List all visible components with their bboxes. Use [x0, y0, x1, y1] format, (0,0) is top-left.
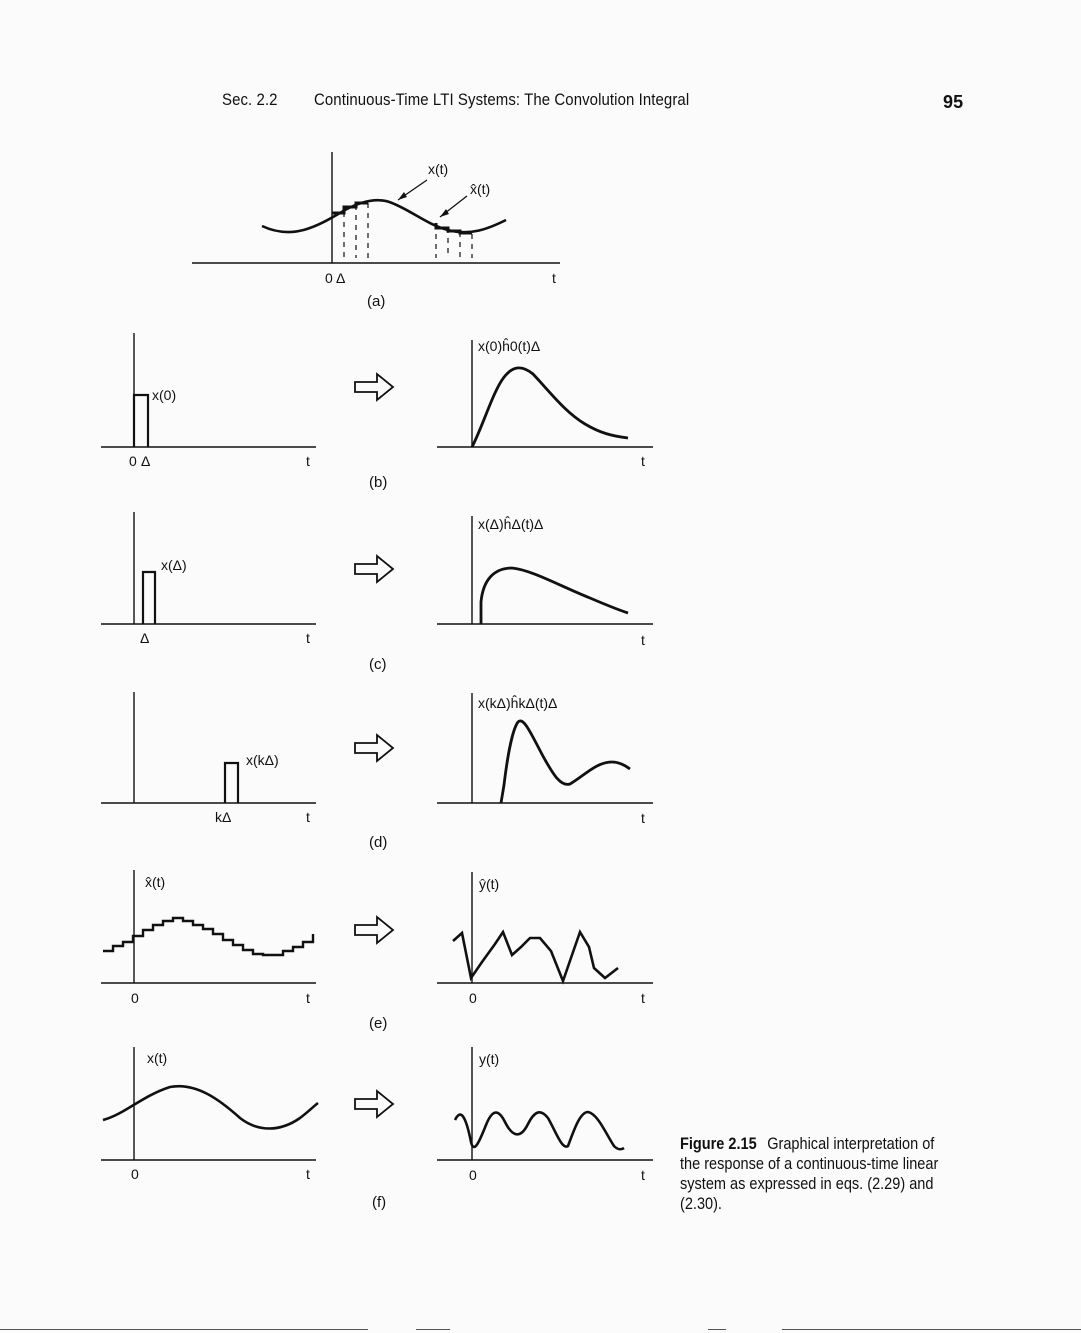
panel-e-output-origin-tick: 0 — [469, 990, 477, 1006]
panel-b-output-curve — [470, 366, 629, 448]
panel-e-origin-tick: 0 — [131, 990, 139, 1006]
panel-f: x(t) 0 t y(t) 0 t (f) — [101, 1047, 653, 1211]
panel-d-output-curve — [499, 719, 631, 804]
panel-e-output-label: ŷ(t) — [479, 876, 499, 892]
panel-b-label: (b) — [369, 474, 387, 491]
panel-d-arrow-icon — [354, 734, 394, 762]
running-head-section: Sec. 2.2 — [222, 90, 278, 109]
panel-b-origin-tick: 0 — [129, 453, 137, 469]
panel-b-delta-tick: Δ — [141, 453, 150, 469]
panel-a-origin-tick: 0 — [325, 270, 333, 286]
panel-d-output-label: x(kΔ)ĥkΔ(t)Δ — [478, 694, 557, 711]
panel-c-output-curve — [479, 566, 629, 624]
bottom-rule-left — [0, 1329, 368, 1330]
panel-e-label: (e) — [369, 1015, 387, 1032]
panel-c: x(Δ) Δ t x(Δ)ĥΔ(t)Δ t (c) — [101, 512, 653, 673]
panel-e-output-curve — [452, 928, 619, 985]
panel-f-origin-tick: 0 — [131, 1166, 139, 1182]
panel-b-t-label: t — [306, 453, 310, 469]
panel-c-input-label: x(Δ) — [161, 557, 187, 573]
panel-d: x(kΔ) kΔ t x(kΔ)ĥkΔ(t)Δ t (d) — [101, 692, 653, 851]
panel-d-kdelta-tick: kΔ — [215, 809, 231, 825]
panel-b-input-label: x(0) — [152, 387, 176, 403]
panel-d-label: (d) — [369, 834, 387, 851]
panel-e-t-label: t — [306, 990, 310, 1006]
panel-b-output-t-label: t — [641, 453, 645, 469]
caption-text: Graphical interpretation of the response… — [680, 1135, 939, 1213]
panel-f-output-t-label: t — [641, 1167, 645, 1183]
panel-d-input-label: x(kΔ) — [246, 752, 279, 768]
panel-a-xhat-label: x̂(t) — [470, 181, 490, 197]
panel-f-input-label: x(t) — [147, 1050, 167, 1066]
panel-e: x̂(t) 0 t ŷ(t) 0 t (e) — [101, 870, 653, 1032]
panel-b: x(0) 0 Δ t x(0)ĥ0(t)Δ t (b) — [101, 333, 653, 491]
panel-f-output-origin-tick: 0 — [469, 1167, 477, 1183]
panel-f-output-label: y(t) — [479, 1051, 499, 1067]
figure-caption: Figure 2.15 Graphical interpretation of t… — [680, 1134, 944, 1214]
panel-d-output-t-label: t — [641, 810, 645, 826]
panel-e-staircase — [103, 916, 315, 957]
panel-e-output-t-label: t — [641, 990, 645, 1006]
panel-a-delta-tick: Δ — [336, 270, 345, 286]
bottom-rule-right — [782, 1329, 1081, 1330]
panel-b-input-pulse — [132, 393, 150, 447]
panel-d-input-pulse — [223, 761, 240, 803]
panel-a-x-curve — [261, 198, 507, 234]
panel-f-y-curve — [453, 1110, 625, 1151]
panel-f-arrow-icon — [354, 1090, 394, 1118]
panel-a-t-label: t — [552, 270, 556, 286]
panel-c-output-t-label: t — [641, 632, 645, 648]
panel-a: x(t) x̂(t) 0 Δ t (a) — [192, 152, 560, 310]
panel-b-arrow-icon — [354, 373, 394, 401]
panel-e-arrow-icon — [354, 916, 394, 944]
panel-d-t-label: t — [306, 809, 310, 825]
running-head-title: Continuous-Time LTI Systems: The Convolu… — [314, 90, 690, 109]
panel-c-delta-tick: Δ — [140, 630, 149, 646]
panel-f-label: (f) — [372, 1194, 386, 1211]
page-number: 95 — [943, 92, 964, 112]
panel-c-t-label: t — [306, 630, 310, 646]
panel-a-x-label: x(t) — [428, 161, 448, 177]
panel-a-label: (a) — [367, 293, 385, 310]
panel-c-label: (c) — [369, 656, 387, 673]
panel-c-output-label: x(Δ)ĥΔ(t)Δ — [478, 515, 543, 532]
panel-f-x-curve — [102, 1084, 319, 1130]
panel-e-input-label: x̂(t) — [145, 874, 165, 890]
bottom-rule-short — [708, 1329, 726, 1330]
panel-f-t-label: t — [306, 1166, 310, 1182]
panel-a-dashed-lines — [343, 203, 473, 258]
bottom-rule-mid — [416, 1329, 450, 1330]
panel-b-output-label: x(0)ĥ0(t)Δ — [478, 337, 540, 354]
panel-c-arrow-icon — [354, 555, 394, 583]
panel-c-input-pulse — [141, 570, 157, 624]
figure-number: Figure 2.15 — [680, 1135, 757, 1153]
